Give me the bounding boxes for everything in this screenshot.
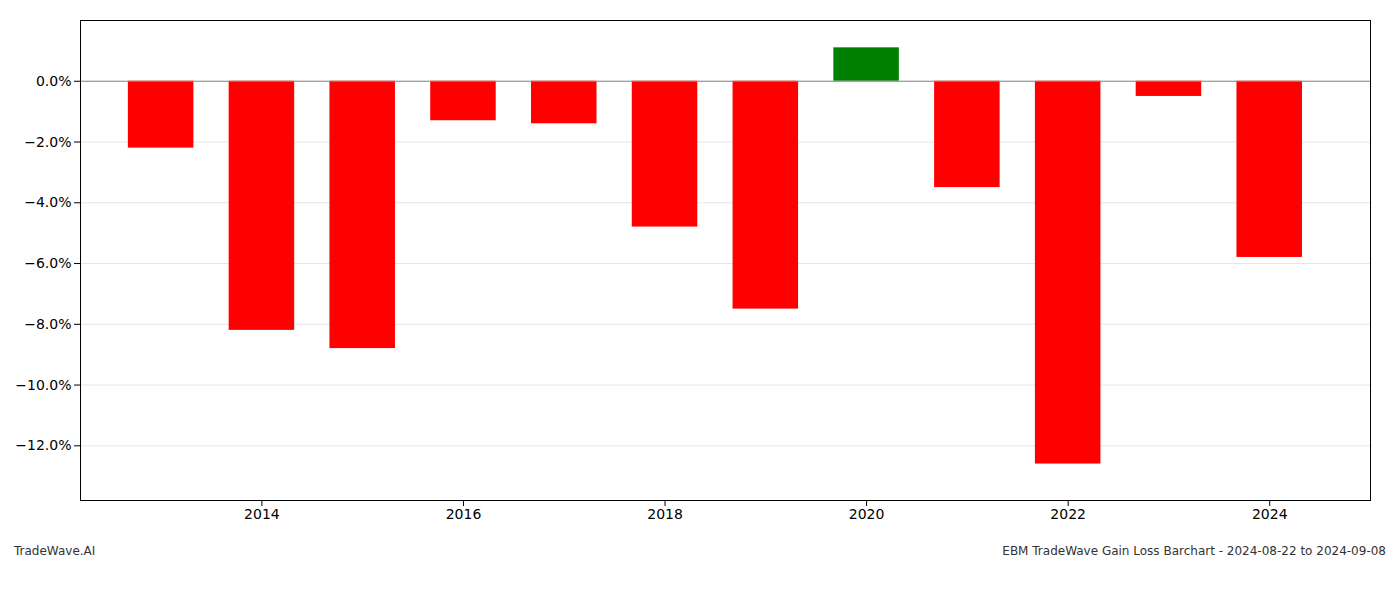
html-text:EBM TradeWave Gain Loss Barcha: EBM TradeWave Gain Loss Barchart - 2024-… — [1002, 544, 1386, 558]
svg-text:−10.0%: −10.0% — [15, 377, 71, 393]
svg-text:−2.0%: −2.0% — [24, 133, 71, 149]
svg-text:2014: 2014 — [244, 506, 280, 522]
svg-text:−4.0%: −4.0% — [24, 194, 71, 210]
svg-text:0.0%: 0.0% — [36, 73, 72, 89]
svg-text:2020: 2020 — [849, 506, 885, 522]
svg-text:−8.0%: −8.0% — [24, 316, 71, 332]
svg-text:2024: 2024 — [1252, 506, 1288, 522]
svg-text:−6.0%: −6.0% — [24, 255, 71, 271]
svg-text:2022: 2022 — [1050, 506, 1086, 522]
svg-text:2018: 2018 — [647, 506, 683, 522]
html-text:TradeWave.AI: TradeWave.AI — [14, 544, 96, 558]
svg-text:2016: 2016 — [446, 506, 482, 522]
svg-text:−12.0%: −12.0% — [15, 437, 71, 453]
